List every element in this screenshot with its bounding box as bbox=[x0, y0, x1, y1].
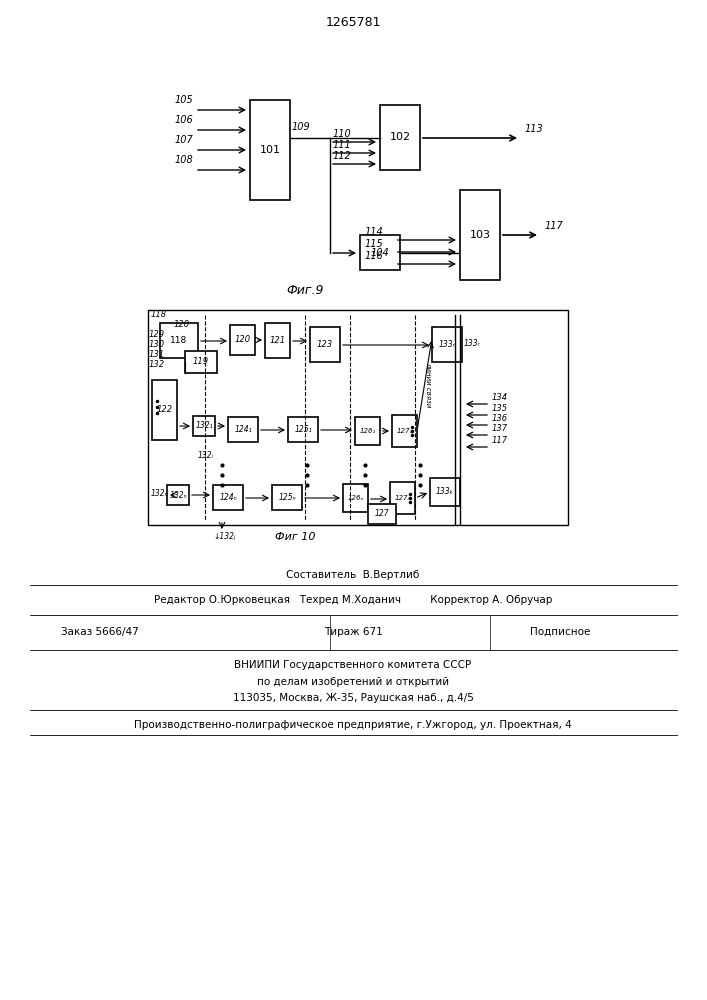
Text: Фиг.9: Фиг.9 bbox=[286, 284, 324, 296]
Text: 113035, Москва, Ж-35, Раушская наб., д.4/5: 113035, Москва, Ж-35, Раушская наб., д.4… bbox=[233, 693, 474, 703]
Bar bbox=[167, 485, 189, 505]
Text: 112: 112 bbox=[333, 151, 352, 161]
Text: Заказ 5666/47: Заказ 5666/47 bbox=[61, 627, 139, 637]
Bar bbox=[460, 190, 500, 280]
Text: 105: 105 bbox=[175, 95, 194, 105]
Bar bbox=[430, 478, 460, 506]
Text: 125₁: 125₁ bbox=[294, 425, 312, 434]
Text: 107: 107 bbox=[175, 135, 194, 145]
Text: 131: 131 bbox=[149, 350, 165, 359]
Text: 111: 111 bbox=[333, 140, 352, 150]
Text: 116: 116 bbox=[365, 251, 384, 261]
Text: 133ᵣ: 133ᵣ bbox=[464, 338, 481, 348]
Text: 104: 104 bbox=[370, 247, 390, 257]
Text: 106: 106 bbox=[175, 115, 194, 125]
Text: 119: 119 bbox=[193, 358, 209, 366]
Text: 108: 108 bbox=[175, 155, 194, 165]
Text: 132ₙ: 132ₙ bbox=[151, 488, 169, 497]
Bar bbox=[288, 417, 318, 442]
Bar bbox=[355, 417, 380, 445]
Text: 113: 113 bbox=[525, 124, 544, 134]
Bar bbox=[360, 235, 400, 270]
Text: 133ₖ: 133ₖ bbox=[436, 488, 454, 496]
Text: Редактор О.Юрковецкая   Техред М.Ходанич         Корректор А. Обручар: Редактор О.Юрковецкая Техред М.Ходанич К… bbox=[154, 595, 552, 605]
Text: 132₁: 132₁ bbox=[195, 422, 213, 430]
Bar bbox=[185, 351, 217, 373]
Bar bbox=[193, 416, 215, 436]
Text: 133ᵣ: 133ᵣ bbox=[438, 340, 455, 349]
Text: 103: 103 bbox=[469, 230, 491, 240]
Bar bbox=[160, 323, 198, 358]
Text: 102: 102 bbox=[390, 132, 411, 142]
Bar bbox=[368, 504, 396, 524]
Bar bbox=[148, 310, 568, 525]
Text: 127₁: 127₁ bbox=[397, 428, 413, 434]
Text: 127: 127 bbox=[375, 510, 390, 518]
Text: Тираж 671: Тираж 671 bbox=[324, 627, 382, 637]
Text: 135: 135 bbox=[492, 404, 508, 413]
Text: Составитель  В.Вертлиб: Составитель В.Вертлиб bbox=[286, 570, 420, 580]
Text: 110: 110 bbox=[333, 129, 352, 139]
Bar bbox=[228, 417, 258, 442]
Text: 120: 120 bbox=[174, 320, 190, 329]
Text: 120: 120 bbox=[235, 336, 250, 344]
Text: 125ₙ: 125ₙ bbox=[278, 493, 296, 502]
Text: 136: 136 bbox=[492, 414, 508, 423]
Text: 124ₙ: 124ₙ bbox=[219, 493, 237, 502]
Text: 1265781: 1265781 bbox=[325, 15, 381, 28]
Text: по делам изобретений и открытий: по делам изобретений и открытий bbox=[257, 677, 449, 687]
Bar bbox=[310, 327, 340, 362]
Text: линии связи: линии связи bbox=[425, 362, 431, 408]
Text: 129: 129 bbox=[149, 330, 165, 339]
Text: 137: 137 bbox=[492, 424, 508, 433]
Text: 126ₙ: 126ₙ bbox=[347, 495, 363, 501]
Text: Подписное: Подписное bbox=[530, 627, 590, 637]
Text: Производственно-полиграфическое предприятие, г.Ужгород, ул. Проектная, 4: Производственно-полиграфическое предприя… bbox=[134, 720, 572, 730]
Text: ВНИИПИ Государственного комитета СССР: ВНИИПИ Государственного комитета СССР bbox=[235, 660, 472, 670]
Text: 109: 109 bbox=[292, 122, 311, 132]
Bar bbox=[432, 327, 462, 362]
Text: ↓132ⱼ: ↓132ⱼ bbox=[213, 532, 235, 542]
Bar bbox=[265, 323, 290, 358]
Text: 121: 121 bbox=[269, 336, 286, 345]
Bar bbox=[390, 482, 415, 514]
Text: 118: 118 bbox=[170, 336, 187, 345]
Bar bbox=[230, 325, 255, 355]
Bar bbox=[272, 485, 302, 510]
Text: 130: 130 bbox=[149, 340, 165, 349]
Text: 132ᵢ: 132ᵢ bbox=[198, 452, 214, 460]
Text: 127ₙ: 127ₙ bbox=[395, 495, 411, 501]
Text: 118: 118 bbox=[151, 310, 167, 319]
Bar bbox=[392, 415, 417, 447]
Bar bbox=[213, 485, 243, 510]
Text: 122: 122 bbox=[156, 406, 173, 414]
Bar bbox=[343, 484, 368, 512]
Bar bbox=[250, 100, 290, 200]
Text: 117: 117 bbox=[545, 221, 563, 231]
Bar bbox=[380, 105, 420, 170]
Text: 134: 134 bbox=[492, 393, 508, 402]
Text: 101: 101 bbox=[259, 145, 281, 155]
Text: 132: 132 bbox=[149, 360, 165, 369]
Text: 117: 117 bbox=[492, 436, 508, 445]
Text: Фиг 10: Фиг 10 bbox=[275, 532, 315, 542]
Text: 132ₙ: 132ₙ bbox=[169, 490, 187, 499]
Text: 123: 123 bbox=[317, 340, 333, 349]
Bar bbox=[152, 380, 177, 440]
Text: 115: 115 bbox=[365, 239, 384, 249]
Text: 114: 114 bbox=[365, 227, 384, 237]
Text: 126₁: 126₁ bbox=[359, 428, 375, 434]
Text: 124₁: 124₁ bbox=[234, 425, 252, 434]
